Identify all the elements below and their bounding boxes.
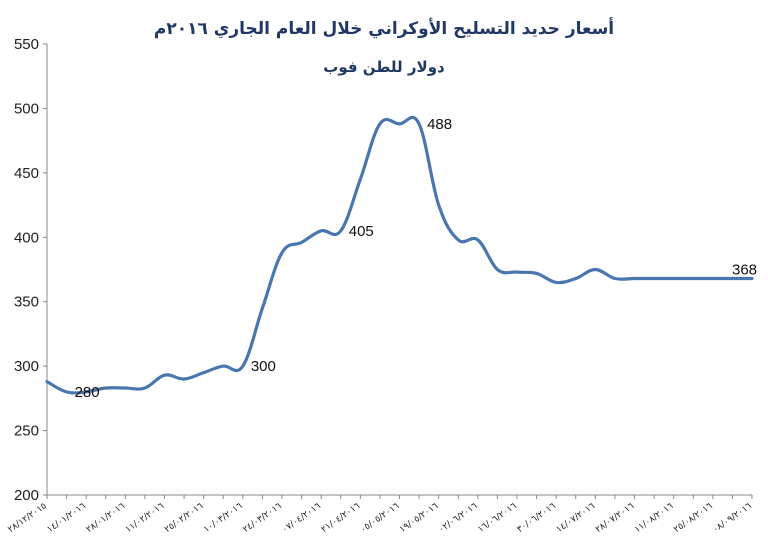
x-tick-label: ١٤/٠١/٢٠١٦ (45, 501, 88, 535)
y-tick-label: 550 (14, 36, 39, 53)
x-tick-label: ٢٤/٠٣/٢٠١٦ (241, 501, 284, 535)
x-tick-label: ٢٨/١٢/٢٠١٥ (6, 501, 49, 535)
axes (43, 43, 753, 499)
y-tick-label: 400 (14, 229, 39, 246)
data-label: 488 (427, 116, 452, 133)
x-tick-label: ٠٧/٠٤/٢٠١٦ (280, 501, 323, 535)
x-tick-label: ٢٨/٠١/٢٠١٦ (85, 501, 128, 535)
x-tick-label: ١٤/٠٧/٢٠١٦ (555, 501, 598, 535)
x-tick-label: ١١/٠٢/٢٠١٦ (124, 501, 167, 535)
x-tick-label: ١٦/٠٦/٢٠١٦ (476, 501, 519, 535)
data-label: 368 (732, 262, 757, 279)
series-line (45, 115, 754, 395)
data-label: 300 (251, 358, 276, 375)
y-tick-label: 350 (14, 294, 39, 311)
x-tick-label: ٢١/٠٤/٢٠١٦ (320, 501, 363, 535)
y-tick-label: 200 (14, 487, 39, 504)
y-tick-label: 300 (14, 358, 39, 375)
data-label: 280 (75, 384, 100, 401)
x-tick-label: ٢٨/٠٧/٢٠١٦ (594, 501, 637, 535)
data-labels: 280 300 405 488 368 (75, 116, 757, 401)
y-tick-label: 500 (14, 100, 39, 117)
x-tick-label: ٠٨/٠٩/٢٠١٦ (711, 501, 754, 535)
y-tick-label: 450 (14, 165, 39, 182)
x-tick-label: ٢٥/٠٢/٢٠١٦ (163, 501, 206, 535)
y-tick-label: 250 (14, 423, 39, 440)
x-tick-labels: ٢٨/١٢/٢٠١٥١٤/٠١/٢٠١٦٢٨/٠١/٢٠١٦١١/٠٢/٢٠١٦… (6, 501, 754, 535)
x-tick-label: ٠٢/٠٦/٢٠١٦ (437, 501, 480, 535)
x-tick-label: ٣٠/٠٦/٢٠١٦ (515, 501, 558, 535)
x-tick-label: ١٠/٠٣/٢٠١٦ (202, 501, 245, 535)
x-tick-label: ٢٥/٠٨/٢٠١٦ (672, 501, 715, 535)
chart-subtitle: دولار للطن فوب (323, 58, 445, 76)
x-tick-label: ١٩/٠٥/٢٠١٦ (398, 501, 441, 535)
x-tick-label: ١١/٠٨/٢٠١٦ (633, 501, 676, 535)
x-tick-label: ٠٥/٠٥/٢٠١٦ (359, 501, 402, 535)
data-label: 405 (349, 223, 374, 240)
chart-title: أسعار حديد التسليح الأوكراني خلال العام … (154, 17, 614, 39)
y-tick-labels: 200 250 300 350 400 450 500 550 (14, 36, 39, 504)
series-line-group (45, 115, 754, 395)
